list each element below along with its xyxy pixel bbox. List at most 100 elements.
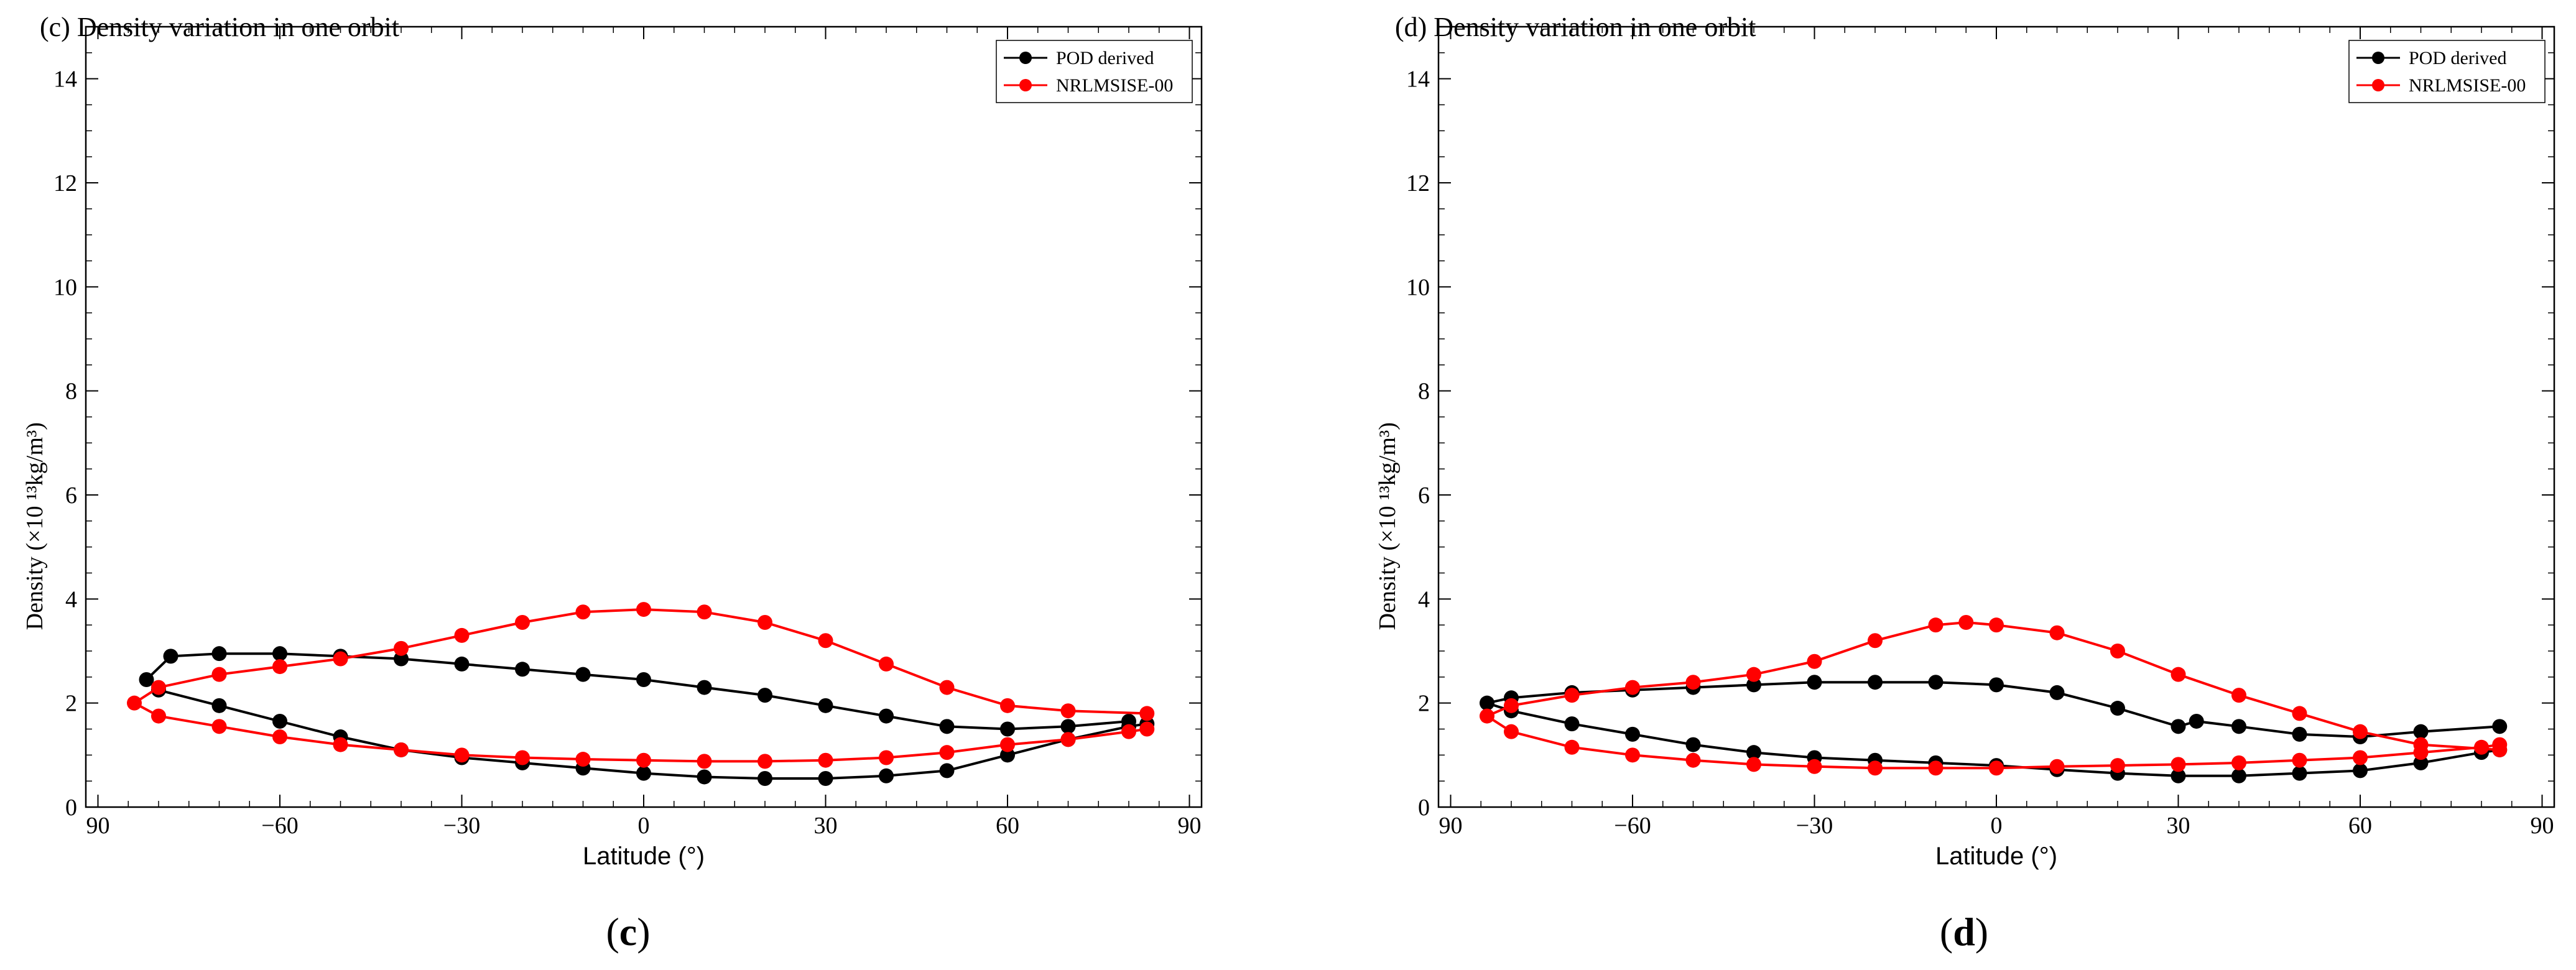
data-point — [1000, 698, 1015, 713]
data-point — [1480, 695, 1494, 711]
data-point — [2292, 726, 2307, 742]
data-point — [1685, 752, 1701, 768]
y-tick-label: 6 — [1418, 483, 1430, 509]
data-point — [1000, 737, 1015, 752]
data-point — [2171, 757, 2186, 772]
data-point — [1868, 760, 1883, 776]
data-point — [163, 649, 178, 664]
data-point — [2110, 644, 2125, 658]
data-point — [758, 754, 772, 769]
y-tick-label: 4 — [1418, 586, 1430, 612]
legend-box — [996, 40, 1193, 103]
legend-label: POD derived — [1056, 48, 1154, 68]
data-point — [1746, 677, 1761, 693]
data-point — [333, 651, 348, 667]
x-tick-label: −60 — [1614, 813, 1651, 839]
y-tick-label: 14 — [1406, 67, 1430, 93]
data-point — [272, 659, 287, 675]
data-point — [2353, 763, 2368, 778]
data-point — [1807, 654, 1822, 669]
data-point — [939, 763, 955, 778]
data-point — [211, 667, 227, 682]
subfigure-caption: (d) — [1940, 910, 1988, 954]
data-point — [636, 602, 651, 617]
x-tick-label: 30 — [2167, 813, 2190, 839]
data-point — [879, 768, 894, 783]
data-point — [636, 672, 651, 688]
data-point — [1746, 667, 1761, 682]
data-point — [2413, 724, 2429, 739]
data-point — [2292, 706, 2307, 721]
data-point — [818, 698, 833, 713]
data-point — [211, 646, 227, 662]
data-point — [515, 662, 530, 677]
data-point — [1989, 760, 2004, 776]
series-nrlmsise-00 — [1480, 614, 2508, 776]
data-point — [879, 708, 894, 724]
data-point — [1807, 759, 1822, 774]
data-point — [758, 614, 772, 630]
x-tick-label: 0 — [638, 813, 650, 839]
data-point — [1928, 675, 1944, 690]
data-point — [1958, 614, 1974, 630]
data-point — [879, 750, 894, 765]
data-point — [139, 672, 154, 688]
data-point — [394, 742, 409, 757]
data-point — [394, 640, 409, 656]
y-tick-label: 2 — [65, 691, 77, 717]
legend-box — [2348, 40, 2546, 103]
data-point — [2110, 701, 2125, 716]
legend-marker — [2372, 52, 2384, 64]
data-point — [1121, 724, 1136, 739]
x-tick-label: 30 — [814, 813, 838, 839]
x-tick-label: 60 — [2348, 813, 2372, 839]
y-tick-label: 8 — [65, 379, 77, 405]
data-point — [1746, 745, 1761, 760]
data-point — [2189, 713, 2204, 729]
data-point — [818, 633, 833, 649]
data-point — [1685, 737, 1701, 752]
data-point — [127, 695, 142, 711]
data-point — [2049, 685, 2065, 700]
legend-label: NRLMSISE-00 — [1056, 75, 1173, 96]
data-point — [636, 765, 651, 781]
data-point — [575, 604, 591, 620]
y-tick-label: 12 — [1406, 170, 1430, 196]
data-point — [2110, 758, 2125, 774]
data-point — [697, 754, 712, 769]
data-point — [272, 729, 287, 745]
data-point — [2413, 745, 2429, 760]
data-point — [939, 745, 955, 760]
data-point — [211, 719, 227, 734]
x-tick-label: −30 — [1796, 813, 1833, 839]
data-point — [1564, 716, 1580, 732]
data-point — [454, 627, 470, 643]
data-point — [2171, 719, 2186, 734]
y-tick-label: 4 — [65, 586, 77, 612]
y-tick-label: 8 — [1418, 379, 1430, 405]
data-point — [2231, 688, 2246, 703]
x-tick-label: −60 — [261, 813, 298, 839]
data-point — [1868, 633, 1883, 649]
data-point — [2171, 667, 2186, 682]
data-point — [1060, 719, 1076, 734]
data-point — [1989, 617, 2004, 633]
data-point — [575, 752, 591, 767]
data-point — [2353, 750, 2368, 765]
data-point — [2353, 724, 2368, 739]
y-axis-label: Density (×10 ¹³kg/m³) — [1374, 422, 1401, 630]
data-point — [636, 752, 651, 768]
series-nrlmsise-00 — [127, 602, 1155, 769]
caption-open-paren: ( — [1940, 910, 1953, 954]
data-point — [1480, 708, 1494, 724]
data-point — [818, 770, 833, 786]
data-point — [2231, 755, 2246, 770]
data-point — [1807, 675, 1822, 690]
data-point — [1989, 677, 2004, 693]
x-tick-label: 90 — [86, 813, 110, 839]
caption-letter: c — [619, 910, 637, 954]
data-point — [515, 614, 530, 630]
y-tick-label: 14 — [53, 67, 77, 93]
